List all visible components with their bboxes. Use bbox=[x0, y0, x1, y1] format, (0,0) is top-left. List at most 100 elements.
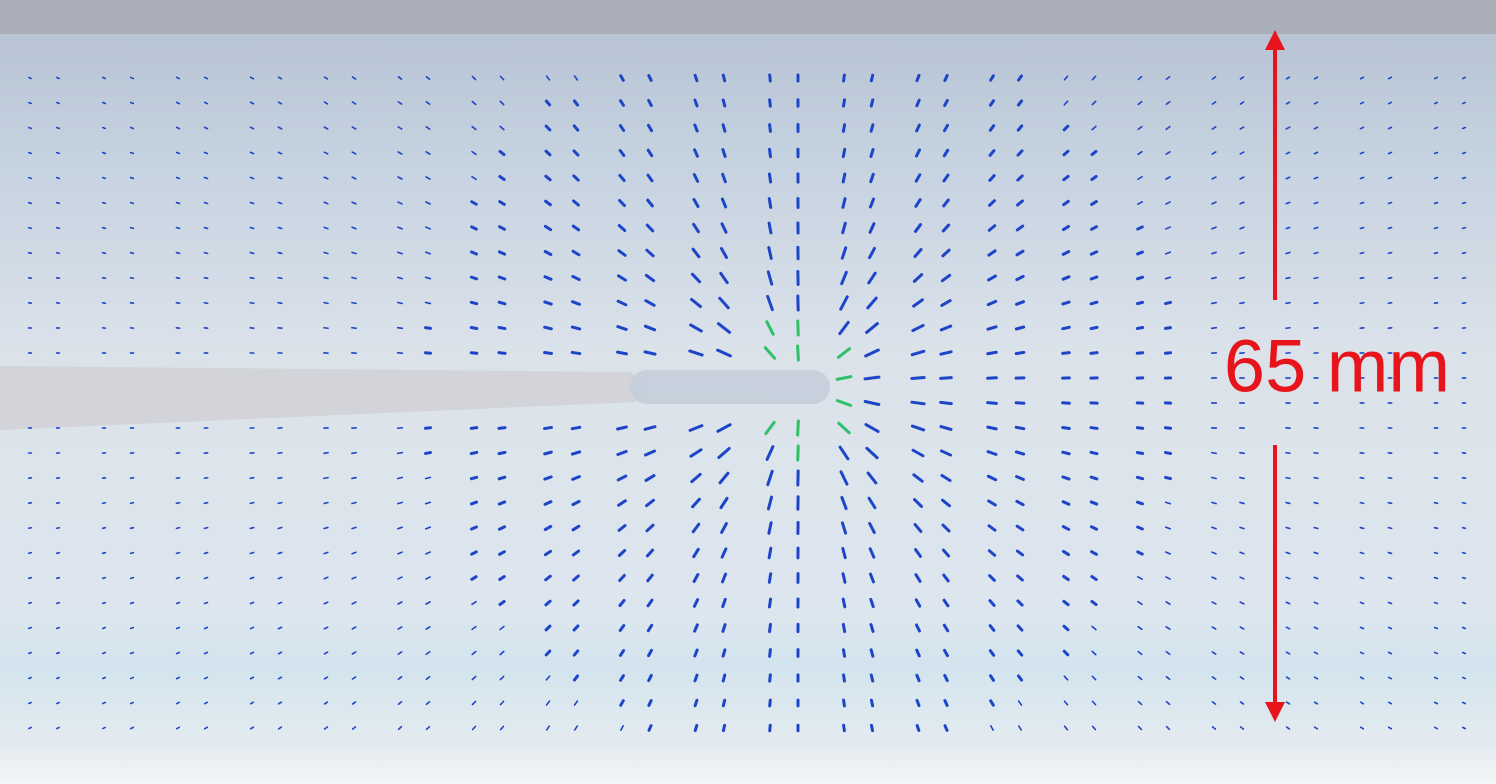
velocity-vector bbox=[351, 301, 357, 305]
velocity-vector bbox=[691, 247, 701, 259]
velocity-vector bbox=[1016, 624, 1024, 632]
velocity-vector bbox=[1433, 551, 1439, 555]
velocity-vector bbox=[55, 626, 61, 630]
velocity-vector bbox=[1433, 201, 1439, 205]
velocity-vector bbox=[1239, 526, 1245, 530]
velocity-vector bbox=[249, 126, 255, 130]
velocity-vector bbox=[469, 500, 479, 506]
velocity-vector bbox=[1137, 150, 1143, 156]
velocity-vector bbox=[351, 651, 357, 655]
velocity-vector bbox=[55, 551, 61, 555]
velocity-vector bbox=[914, 198, 922, 208]
velocity-vector bbox=[1089, 500, 1099, 506]
velocity-vector bbox=[101, 701, 107, 705]
velocity-vector bbox=[498, 175, 506, 181]
velocity-vector bbox=[1313, 626, 1319, 630]
velocity-vector bbox=[1433, 251, 1439, 255]
velocity-vector bbox=[351, 276, 357, 280]
velocity-vector bbox=[424, 326, 432, 330]
velocity-vector bbox=[543, 425, 553, 431]
velocity-vector bbox=[101, 226, 107, 230]
velocity-vector bbox=[101, 126, 107, 130]
velocity-vector bbox=[1062, 574, 1070, 582]
velocity-vector bbox=[1461, 151, 1467, 155]
velocity-vector bbox=[1313, 101, 1319, 105]
velocity-vector bbox=[397, 676, 403, 680]
velocity-vector bbox=[471, 100, 477, 106]
velocity-vector bbox=[943, 673, 949, 683]
velocity-vector bbox=[1313, 76, 1319, 80]
velocity-vector bbox=[1136, 250, 1144, 256]
velocity-vector bbox=[497, 250, 507, 256]
velocity-vector bbox=[471, 125, 477, 131]
velocity-vector bbox=[425, 700, 431, 706]
velocity-vector bbox=[499, 75, 505, 81]
velocity-vector bbox=[27, 151, 33, 155]
velocity-vector bbox=[129, 126, 135, 130]
velocity-vector bbox=[1091, 75, 1097, 81]
velocity-vector bbox=[939, 350, 953, 356]
velocity-vector bbox=[497, 525, 507, 531]
velocity-vector bbox=[1433, 276, 1439, 280]
velocity-vector bbox=[1135, 475, 1145, 481]
velocity-vector bbox=[571, 524, 581, 532]
velocity-vector bbox=[915, 698, 921, 708]
velocity-vector bbox=[424, 451, 432, 455]
velocity-vector bbox=[835, 375, 853, 381]
velocity-vector bbox=[1359, 551, 1365, 555]
velocity-vector bbox=[618, 599, 626, 607]
velocity-vector bbox=[1061, 525, 1071, 531]
velocity-vector bbox=[129, 501, 135, 505]
velocity-vector bbox=[572, 624, 580, 632]
velocity-vector bbox=[911, 448, 925, 458]
velocity-vector bbox=[915, 648, 921, 658]
velocity-vector bbox=[1016, 674, 1024, 682]
velocity-vector bbox=[101, 676, 107, 680]
velocity-vector bbox=[617, 549, 627, 557]
velocity-vector bbox=[1359, 626, 1365, 630]
velocity-vector bbox=[203, 501, 209, 505]
velocity-vector bbox=[175, 676, 181, 680]
velocity-vector bbox=[175, 201, 181, 205]
velocity-vector bbox=[990, 725, 994, 731]
velocity-vector bbox=[618, 198, 626, 208]
needle-tip bbox=[630, 370, 830, 404]
velocity-vector bbox=[1090, 599, 1098, 607]
velocity-vector bbox=[55, 526, 61, 530]
velocity-vector bbox=[863, 375, 881, 381]
velocity-vector bbox=[544, 199, 552, 207]
velocity-vector bbox=[397, 551, 403, 555]
velocity-vector bbox=[129, 251, 135, 255]
velocity-vector bbox=[129, 626, 135, 630]
velocity-vector bbox=[1137, 650, 1143, 656]
velocity-vector bbox=[720, 572, 728, 584]
velocity-vector bbox=[571, 274, 581, 282]
velocity-vector bbox=[1164, 300, 1172, 306]
velocity-vector bbox=[1091, 675, 1097, 681]
velocity-vector bbox=[203, 526, 209, 530]
velocity-vector bbox=[469, 300, 479, 306]
velocity-vector bbox=[498, 550, 506, 556]
velocity-vector bbox=[693, 123, 699, 133]
velocity-vector bbox=[1285, 451, 1291, 455]
velocity-vector bbox=[101, 526, 107, 530]
velocity-vector bbox=[277, 76, 283, 80]
velocity-vector bbox=[351, 151, 357, 155]
velocity-vector bbox=[987, 524, 997, 532]
velocity-vector bbox=[249, 726, 255, 730]
velocity-vector bbox=[768, 698, 772, 708]
velocity-vector bbox=[424, 476, 432, 480]
velocity-vector bbox=[1164, 276, 1172, 280]
velocity-vector bbox=[544, 124, 552, 132]
velocity-vector bbox=[1089, 351, 1099, 355]
velocity-vector bbox=[470, 550, 478, 556]
velocity-vector bbox=[988, 649, 996, 657]
velocity-vector bbox=[571, 475, 581, 481]
velocity-vector bbox=[1387, 651, 1393, 655]
velocity-vector bbox=[1135, 275, 1145, 281]
velocity-vector bbox=[1016, 174, 1024, 182]
velocity-vector bbox=[249, 601, 255, 605]
velocity-vector bbox=[277, 151, 283, 155]
velocity-vector bbox=[55, 226, 61, 230]
velocity-vector bbox=[323, 626, 329, 630]
